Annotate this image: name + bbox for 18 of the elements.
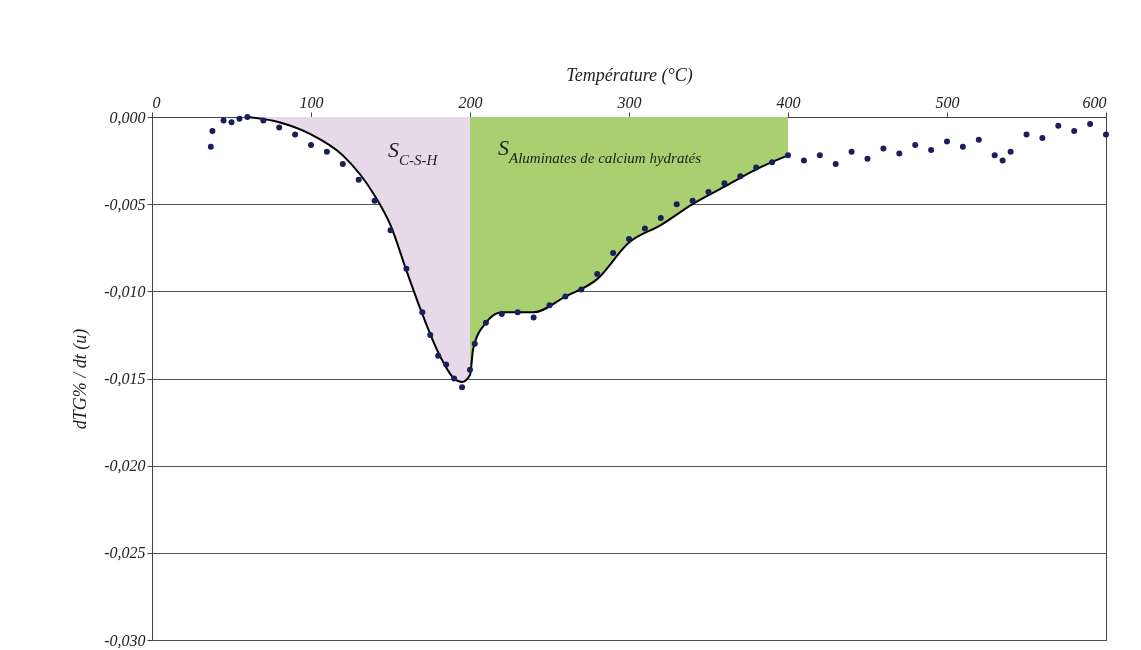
x-tick-label: 300	[616, 93, 642, 111]
x-tick-label: 500	[935, 93, 960, 111]
y-tick-label: 0,000	[109, 108, 146, 126]
y-tick-label: -0,010	[104, 282, 146, 300]
x-tick-label: 600	[1082, 93, 1107, 111]
y-tick-label: -0,025	[104, 544, 146, 562]
x-tick-label: 100	[299, 93, 324, 111]
y-tick-label: -0,020	[104, 457, 146, 475]
x-tick-label: 400	[776, 93, 801, 111]
y-tick-label: -0,015	[104, 370, 146, 387]
x-tick-label: 0	[152, 93, 161, 111]
y-tick-label: -0,030	[104, 631, 146, 649]
annotation: S$_{Aluminates de calcium hydratés}$	[498, 135, 702, 166]
x-axis-title: Température (°C)	[566, 64, 693, 86]
y-axis-title: dTG% / dt (u)	[70, 328, 92, 430]
annotation: S$_{C-S-H}$	[388, 137, 439, 168]
x-tick-label: 200	[458, 93, 483, 111]
y-tick-label: -0,005	[104, 195, 146, 213]
